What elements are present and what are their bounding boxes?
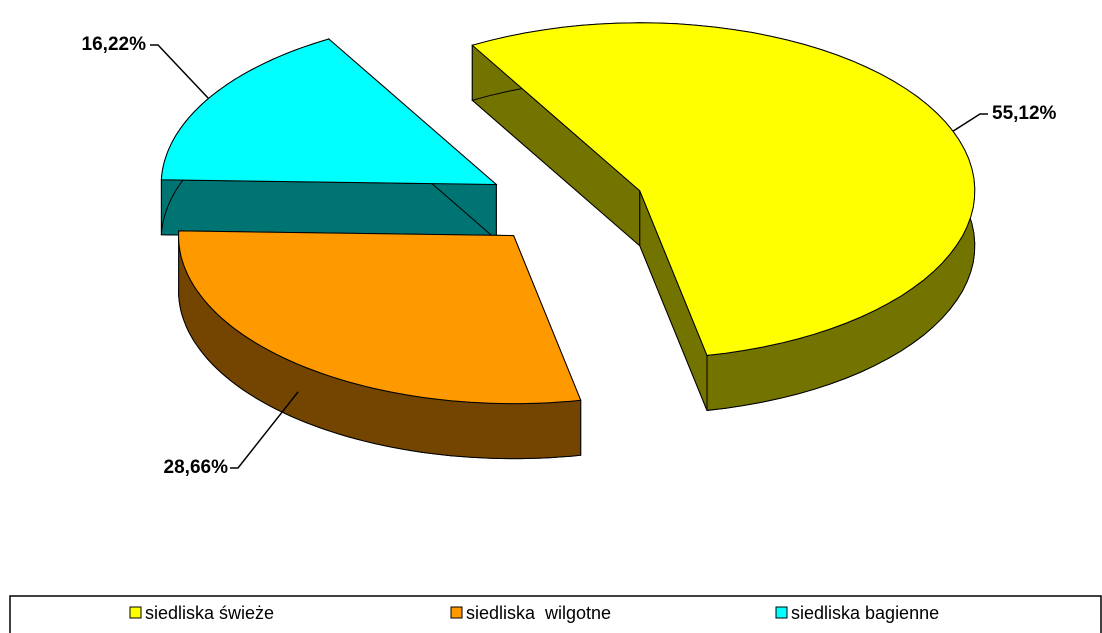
legend-swatch <box>129 606 142 619</box>
legend-swatch <box>775 606 788 619</box>
legend-label: siedliska bagienne <box>791 603 939 623</box>
slice <box>471 22 976 411</box>
slice <box>178 230 582 405</box>
data-label: 16,22% <box>82 34 147 55</box>
slice <box>160 37 498 241</box>
legend-box <box>9 595 1102 633</box>
leader-line <box>952 113 988 132</box>
legend-swatch <box>450 606 463 619</box>
legend-label: siedliska wilgotne <box>466 603 611 623</box>
legend-label: siedliska świeże <box>145 603 274 623</box>
slice <box>160 38 498 186</box>
data-label: 28,66% <box>164 457 229 478</box>
data-label: 55,12% <box>992 103 1057 124</box>
leader-line <box>150 44 210 99</box>
slice <box>178 230 582 460</box>
leader-line <box>230 391 299 469</box>
